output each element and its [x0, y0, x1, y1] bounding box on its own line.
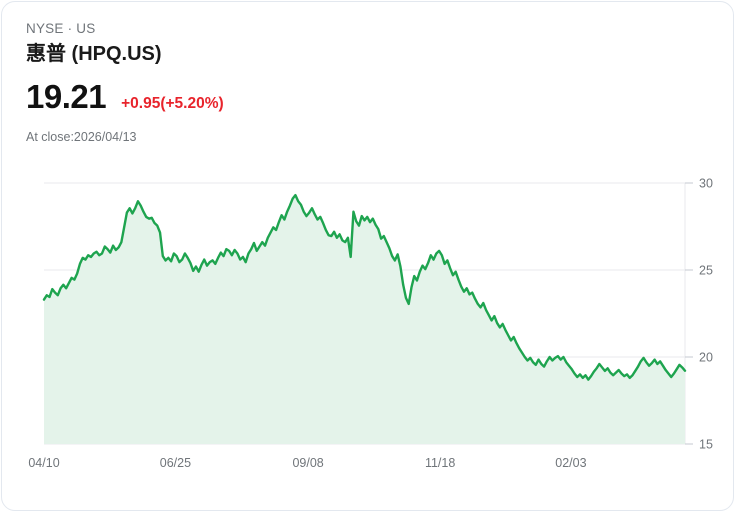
page-title: 惠普 (HPQ.US) — [26, 43, 162, 65]
y-tick-label: 25 — [699, 264, 713, 278]
y-tick-label: 15 — [699, 438, 713, 452]
chart-y-axis-labels: 30 25 20 15 — [699, 177, 713, 452]
region-label: US — [76, 21, 96, 36]
x-tick-label: 09/08 — [292, 456, 323, 470]
chart-line — [42, 193, 687, 381]
chart-axis-ticks — [685, 182, 693, 445]
exchange-name: NYSE — [26, 21, 64, 36]
x-tick-label: 02/03 — [555, 456, 586, 470]
y-tick-label: 30 — [699, 177, 713, 191]
x-tick-label: 04/10 — [28, 456, 59, 470]
separator-dot: · — [67, 21, 73, 36]
quote-header: NYSE · US 惠普 (HPQ.US) 19.21 +0.95(+5.20%) … — [26, 20, 626, 145]
chart-canvas[interactable]: 30 25 20 15 04/10 06/25 09/08 11/18 02/03 — [2, 162, 734, 482]
exchange-row: NYSE · US — [26, 20, 626, 38]
x-tick-label: 06/25 — [160, 456, 191, 470]
y-tick-label: 20 — [699, 351, 713, 365]
price-chart[interactable]: 30 25 20 15 04/10 06/25 09/08 11/18 02/03 — [2, 162, 734, 482]
chart-area-fill — [44, 195, 685, 444]
x-tick-label: 11/18 — [425, 456, 455, 470]
price-change: +0.95(+5.20%) — [121, 95, 224, 112]
market-status: At close:2026/04/13 — [26, 130, 137, 144]
current-price: 19.21 — [26, 78, 107, 115]
price-row: 19.21 +0.95(+5.20%) — [26, 78, 626, 116]
chart-x-axis-labels: 04/10 06/25 09/08 11/18 02/03 — [28, 456, 586, 470]
